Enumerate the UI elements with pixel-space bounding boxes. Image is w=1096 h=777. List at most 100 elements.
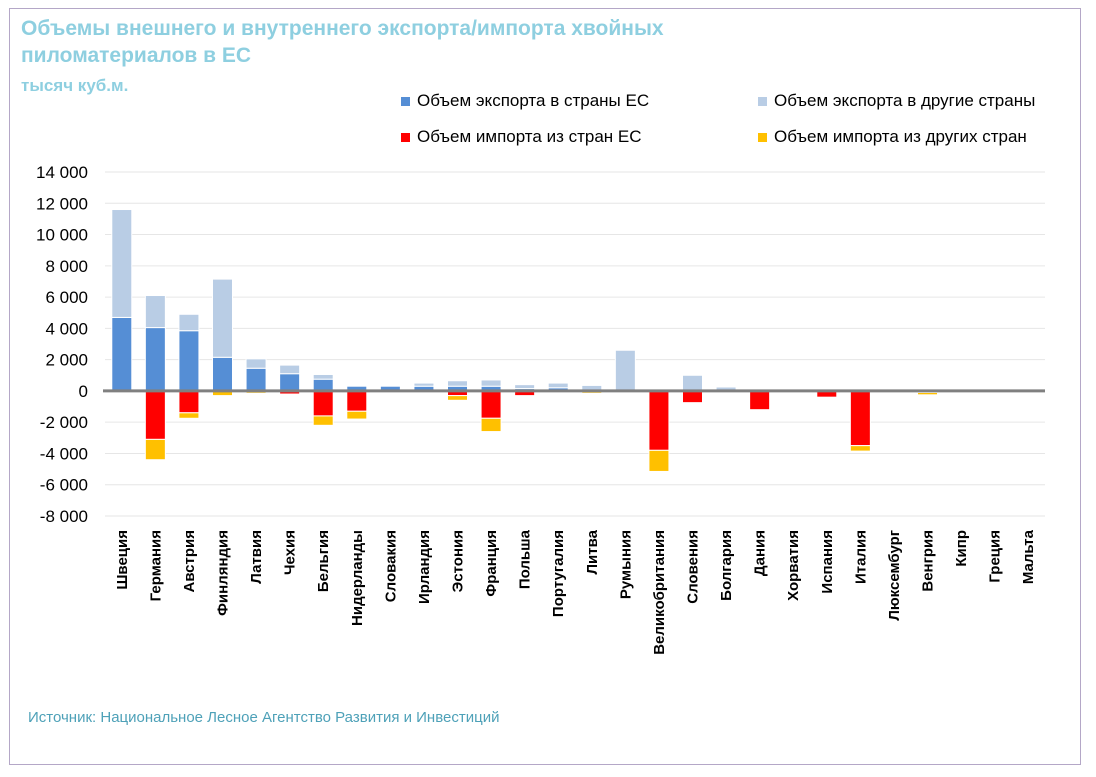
bar-export-eu	[144, 327, 166, 392]
bar-export-eu	[245, 367, 267, 392]
legend-swatch-export-other	[758, 96, 767, 106]
x-tick-label: Кипр	[953, 530, 970, 567]
y-tick-label: 8 000	[45, 257, 88, 276]
bar-import-other	[312, 415, 334, 426]
legend-item-import-other: Объем импорта из других стран	[758, 127, 1027, 147]
bar-import-eu	[178, 390, 200, 414]
x-tick-label: Португалия	[550, 530, 567, 617]
chart-unit-label: тысяч куб.м.	[21, 76, 129, 95]
gridlines	[105, 171, 1045, 517]
bar-export-other	[614, 349, 636, 392]
source-note: Источник: Национальное Лесное Агентство …	[28, 709, 500, 726]
bar-import-other	[480, 417, 502, 433]
bar-export-other	[279, 364, 301, 375]
legend-item-import-eu: Объем импорта из стран ЕС	[401, 127, 642, 147]
y-tick-label: -8 000	[40, 507, 88, 526]
y-tick-label: 12 000	[36, 194, 88, 213]
x-tick-label: Эстония	[450, 530, 467, 592]
bar-export-eu	[111, 316, 133, 392]
bar-export-other	[111, 209, 133, 318]
x-tick-label: Австрия	[181, 530, 198, 593]
bar-export-eu	[279, 373, 301, 392]
bar-export-other	[178, 313, 200, 332]
bar-import-other	[447, 395, 468, 401]
x-tick-label: Мальта	[1020, 529, 1037, 584]
x-tick-label: Литва	[584, 529, 601, 574]
bar-export-other	[312, 373, 334, 380]
x-tick-label: Нидерланды	[349, 530, 366, 626]
bar-import-other	[178, 412, 200, 419]
bar-import-eu	[849, 390, 871, 447]
bar-export-other	[245, 358, 267, 369]
bar-export-eu	[212, 356, 233, 392]
x-tick-label: Франция	[483, 530, 500, 597]
x-tick-label: Финляндия	[215, 530, 232, 616]
bar-import-eu	[144, 390, 166, 440]
bar-export-other	[682, 374, 703, 392]
x-tick-label: Люксембург	[886, 530, 903, 621]
x-axis: Швеция Германия Австрия Финляндия Латвия Чехи…	[114, 529, 1037, 654]
x-tick-label: Польша	[517, 529, 534, 589]
legend-item-export-eu: Объем экспорта в страны ЕС	[401, 91, 649, 111]
bar-export-other	[447, 380, 468, 387]
y-tick-label: 2 000	[45, 351, 88, 370]
y-axis: 14 000 12 000 10 000 8 000 6 000 4 000 2 000 0 -…	[36, 163, 88, 526]
x-tick-label: Великобритания	[651, 530, 668, 655]
y-tick-label: -4 000	[40, 444, 88, 463]
bar-export-other	[144, 295, 166, 329]
x-tick-label: Румыния	[617, 530, 634, 599]
x-tick-label: Болгария	[718, 530, 735, 601]
bar-import-eu	[749, 390, 771, 411]
y-tick-label: -6 000	[40, 476, 88, 495]
legend-label: Объем импорта из других стран	[774, 127, 1027, 146]
x-tick-label: Испания	[819, 530, 836, 594]
bar-export-other	[514, 384, 536, 390]
y-tick-label: -2 000	[40, 413, 88, 432]
x-tick-label: Греция	[987, 530, 1004, 583]
bar-import-other	[849, 445, 871, 452]
x-tick-label: Словения	[685, 530, 702, 604]
bar-import-eu	[682, 390, 703, 404]
bar-export-eu	[312, 378, 334, 392]
bar-import-eu	[648, 390, 670, 451]
x-tick-label: Италия	[852, 530, 869, 584]
bar-export-eu	[178, 330, 200, 392]
bar-export-other	[480, 379, 502, 387]
x-tick-label: Хорватия	[785, 530, 802, 601]
bar-export-other	[547, 382, 569, 389]
legend-swatch-import-eu	[401, 132, 410, 142]
legend-item-export-other: Объем экспорта в другие страны	[758, 91, 1035, 111]
bar-import-eu	[312, 390, 334, 417]
bar-export-other	[413, 382, 435, 387]
legend-label: Объем экспорта в страны ЕС	[417, 91, 650, 110]
bar-export-other	[212, 278, 233, 358]
x-tick-label: Ирландия	[416, 530, 433, 604]
x-tick-label: Германия	[147, 530, 164, 601]
legend-swatch-export-eu	[401, 96, 410, 106]
bar-import-other	[917, 391, 938, 396]
y-tick-label: 14 000	[36, 163, 88, 182]
x-tick-label: Венгрия	[920, 530, 937, 592]
y-tick-label: 4 000	[45, 319, 88, 338]
bar-import-other	[648, 449, 670, 472]
legend-swatch-import-other	[758, 132, 767, 142]
bar-import-other	[144, 438, 166, 461]
chart-title: Объемы внешнего и внутреннего экспорта/и…	[21, 17, 664, 67]
bars	[111, 209, 938, 472]
y-tick-label: 10 000	[36, 226, 88, 245]
y-tick-label: 0	[79, 382, 88, 401]
x-tick-label: Швеция	[114, 530, 131, 590]
bar-import-other	[346, 410, 368, 420]
legend-label: Объем экспорта в другие страны	[774, 91, 1036, 110]
x-tick-label: Чехия	[282, 530, 299, 575]
y-tick-label: 6 000	[45, 288, 88, 307]
x-tick-label: Латвия	[248, 530, 265, 584]
chart-frame	[9, 8, 1081, 765]
legend-label: Объем импорта из стран ЕС	[417, 127, 642, 146]
x-tick-label: Бельгия	[315, 530, 332, 592]
x-tick-label: Дания	[752, 530, 769, 576]
bar-import-eu	[480, 390, 502, 419]
x-tick-label: Словакия	[382, 530, 399, 602]
bar-import-eu	[346, 390, 368, 412]
